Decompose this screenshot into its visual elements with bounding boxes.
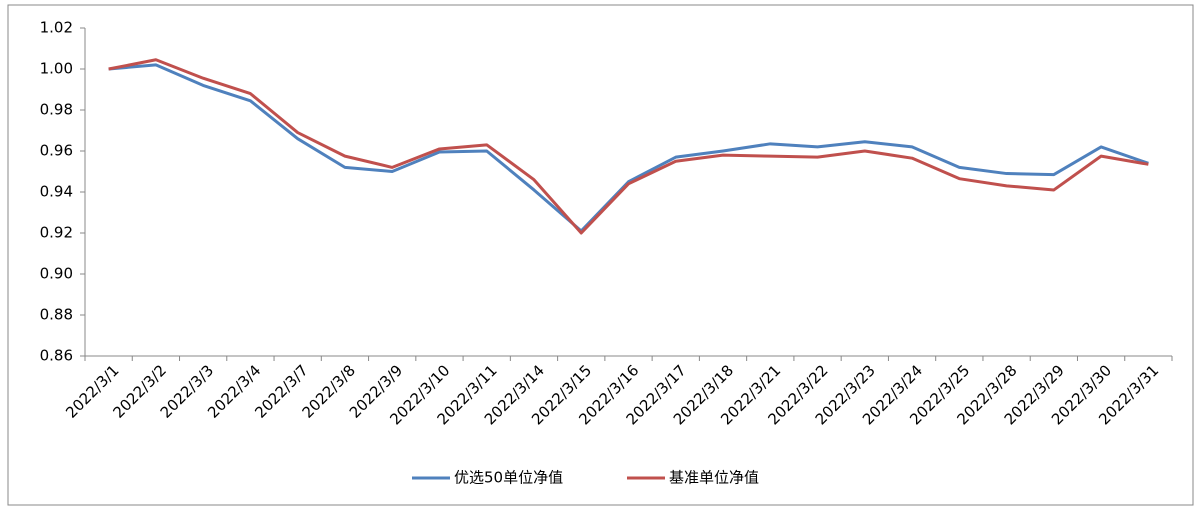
y-tick-label: 1.02 — [40, 19, 73, 37]
y-tick-label: 0.94 — [40, 183, 73, 201]
line-series — [108, 58, 1149, 235]
legend-label: 基准单位净值 — [669, 469, 759, 487]
legend-label: 优选50单位净值 — [454, 469, 563, 487]
y-tick-label: 0.90 — [40, 265, 73, 283]
y-tick-label: 0.96 — [40, 142, 73, 160]
y-tick-label: 0.86 — [40, 347, 73, 365]
y-tick-label: 1.00 — [40, 60, 73, 78]
line-series — [108, 63, 1149, 233]
y-tick-label: 0.88 — [40, 306, 73, 324]
y-tick-label: 0.98 — [40, 101, 73, 119]
y-tick-label: 0.92 — [40, 224, 73, 242]
chart-border — [7, 4, 1194, 506]
